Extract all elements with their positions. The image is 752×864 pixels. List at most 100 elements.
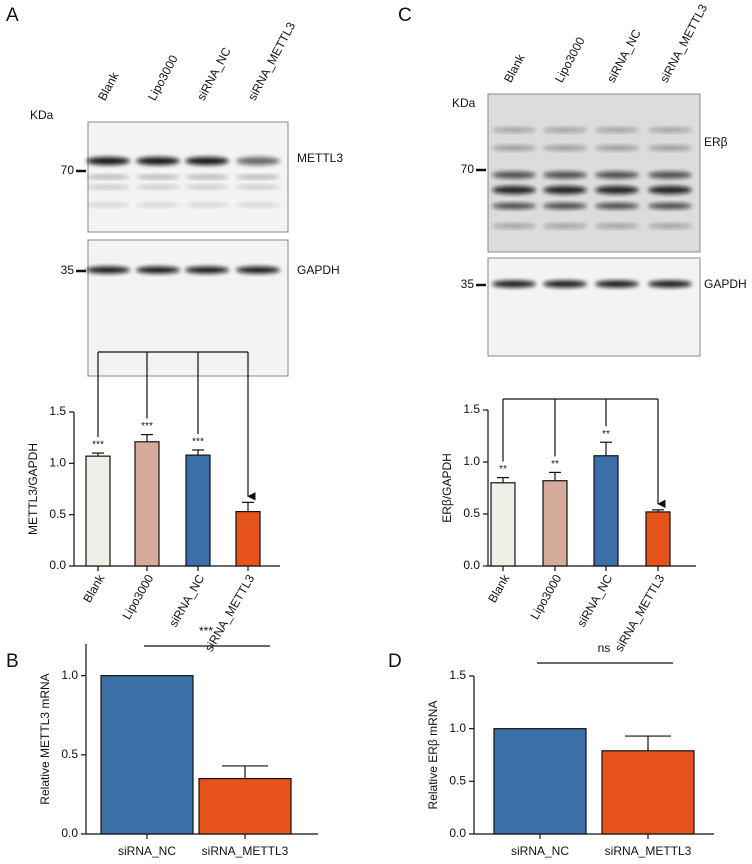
- blot-band: [595, 145, 639, 151]
- blot-band: [648, 203, 692, 209]
- bar: [601, 750, 695, 835]
- lane-label: siRNA_NC: [194, 45, 234, 103]
- y-tick-label: 0.5: [49, 507, 66, 521]
- significance: ns: [598, 641, 611, 655]
- lane-label: Lipo3000: [145, 52, 181, 102]
- panel-label: D: [388, 651, 402, 672]
- blot-band: [86, 185, 130, 189]
- blot-band: [648, 223, 692, 229]
- panel-label: B: [6, 651, 19, 672]
- marker-label: 35: [61, 263, 75, 277]
- x-tick-label: siRNA_NC: [574, 572, 615, 630]
- blot-band: [595, 223, 639, 229]
- panel-label: C: [398, 5, 412, 26]
- blot-band: [543, 127, 587, 133]
- y-tick-label: 1.5: [449, 668, 466, 682]
- lane-label: Blank: [95, 69, 122, 103]
- blot-band: [543, 203, 587, 209]
- significance: ***: [141, 421, 153, 432]
- lane-label: siRNA_METTL3: [657, 1, 710, 84]
- blot-band: [185, 157, 229, 165]
- blot-band: [492, 186, 536, 194]
- blot-band: [185, 185, 229, 189]
- blot-band: [136, 266, 180, 274]
- marker-label: 35: [461, 277, 475, 291]
- x-tick-label: Lipo3000: [528, 572, 565, 622]
- significance: **: [551, 459, 559, 470]
- lane-label: siRNA_METTL3: [245, 19, 298, 102]
- kda-label: KDa: [30, 108, 54, 122]
- significance: ***: [199, 624, 213, 638]
- blot-band: [543, 223, 587, 229]
- blot-panel: [487, 257, 701, 357]
- blot-band: [595, 280, 639, 288]
- marker-label: 70: [461, 162, 475, 176]
- blot-band: [236, 203, 280, 207]
- y-tick-label: 0.5: [463, 506, 480, 520]
- x-tick-label: Blank: [485, 571, 513, 605]
- significance: ***: [192, 437, 204, 448]
- lane-label: Blank: [501, 51, 528, 85]
- blot-band: [595, 171, 639, 179]
- blot-band: [648, 186, 692, 194]
- blot-band: [492, 280, 536, 288]
- y-tick-label: 1.0: [61, 668, 78, 682]
- blot-band: [136, 185, 180, 189]
- blot-panel: [87, 239, 289, 377]
- blot-band: [136, 157, 180, 165]
- blot-band: [136, 175, 180, 179]
- blot-band: [86, 203, 130, 207]
- blot-band: [136, 203, 180, 207]
- x-tick-label: siRNA_METTL3: [612, 572, 668, 654]
- blot-band: [236, 266, 280, 274]
- blot-band: [648, 280, 692, 288]
- significance: ***: [92, 440, 104, 451]
- blot-band: [543, 186, 587, 194]
- blot-band: [86, 157, 130, 165]
- blot-band: [648, 145, 692, 151]
- blot-band: [492, 223, 536, 229]
- bar: [134, 441, 160, 567]
- significance: **: [602, 429, 610, 440]
- bar: [490, 482, 516, 567]
- x-tick-label: Lipo3000: [120, 572, 157, 622]
- blot-band: [236, 157, 280, 165]
- blot-band: [492, 127, 536, 133]
- blot-band: [595, 203, 639, 209]
- y-tick-label: 1.5: [49, 404, 66, 418]
- blot-band: [236, 185, 280, 189]
- blot-band: [185, 203, 229, 207]
- kda-label: KDa: [452, 96, 476, 110]
- bar: [100, 675, 194, 835]
- blot-band: [185, 266, 229, 274]
- x-tick-label: siRNA_METTL3: [202, 572, 258, 654]
- bar: [85, 455, 111, 567]
- bar: [185, 454, 211, 567]
- x-tick-label: siRNA_NC: [511, 844, 569, 858]
- y-tick-label: 1.0: [49, 456, 66, 470]
- blot-band: [492, 171, 536, 179]
- protein-label: GAPDH: [704, 277, 747, 291]
- y-axis-label: Relative ERβ mRNA: [426, 701, 440, 810]
- panel-label: A: [6, 5, 19, 26]
- y-axis-label: METTL3/GAPDH: [26, 443, 40, 535]
- blot-band: [86, 266, 130, 274]
- lane-label: Lipo3000: [552, 34, 588, 84]
- blot-band: [595, 127, 639, 133]
- y-axis-label: ERβ/GAPDH: [440, 453, 454, 523]
- lane-label: siRNA_NC: [604, 27, 644, 85]
- y-tick-label: 1.0: [463, 454, 480, 468]
- y-tick-label: 0.5: [61, 747, 78, 761]
- x-tick-label: siRNA_NC: [118, 844, 176, 858]
- bar: [235, 510, 261, 567]
- blot-band: [86, 175, 130, 179]
- protein-label: METTL3: [297, 151, 343, 165]
- y-tick-label: 1.0: [449, 721, 466, 735]
- blot-band: [492, 203, 536, 209]
- x-tick-label: Blank: [80, 571, 108, 605]
- blot-band: [492, 145, 536, 151]
- x-tick-label: siRNA_NC: [166, 572, 207, 630]
- y-tick-label: 0.0: [449, 826, 466, 840]
- blot-band: [648, 127, 692, 133]
